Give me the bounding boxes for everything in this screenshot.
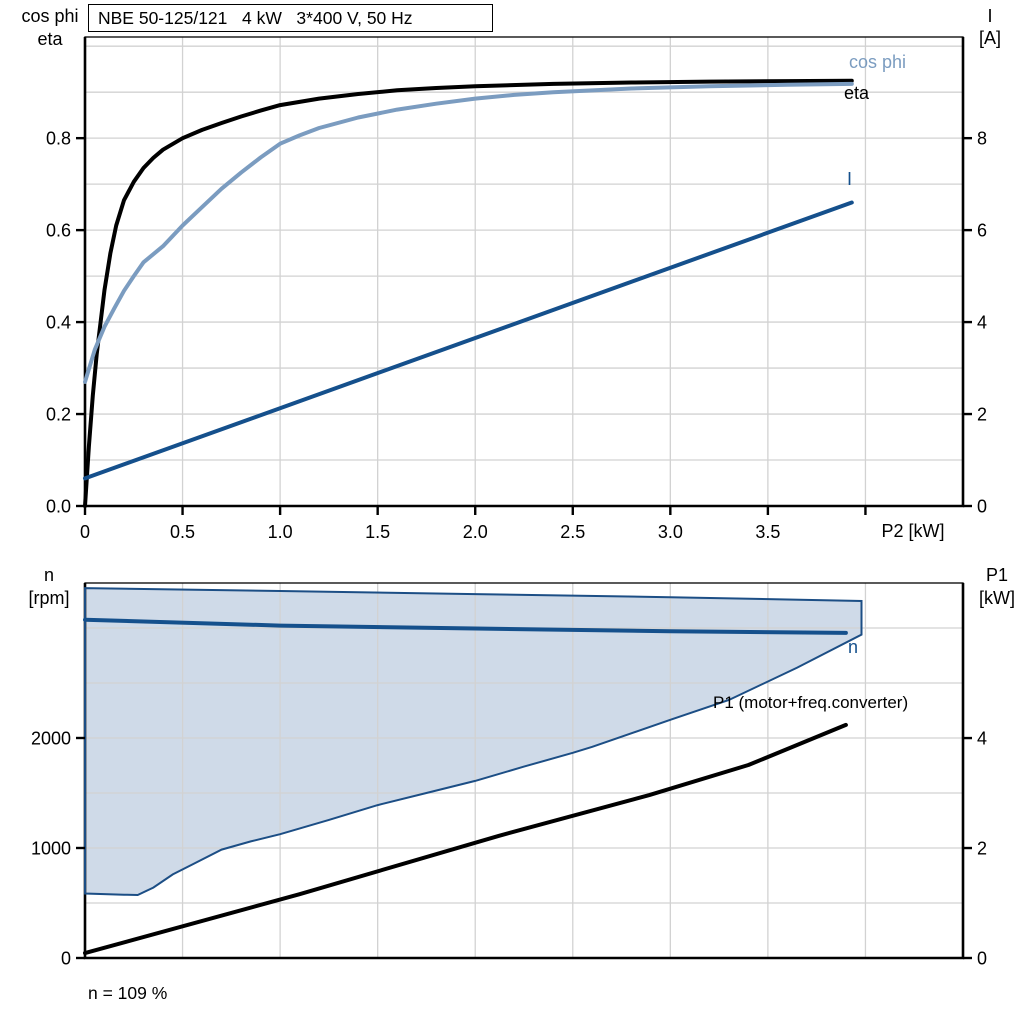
speed-range-band-fill <box>85 588 862 895</box>
top-left-axis-label-line1: cos phi <box>21 6 79 26</box>
chart-title-box: NBE 50-125/121 4 kW 3*400 V, 50 Hz <box>88 4 493 32</box>
left-tick-label: 0.2 <box>46 405 71 425</box>
right-tick-label: 8 <box>977 129 987 149</box>
cos-phi-curve-label: cos phi <box>849 52 907 72</box>
left-tick-label: 2000 <box>31 728 71 748</box>
axis-lines <box>83 37 965 508</box>
eta-curve-label: eta <box>844 83 870 103</box>
x-tick-label: 2.5 <box>560 522 585 542</box>
x-axis-title: P2 [kW] <box>881 521 945 541</box>
p1-curve-label: P1 (motor+freq.converter) <box>713 693 909 712</box>
current-curve-label: I <box>847 169 853 189</box>
x-tick-label: 3.0 <box>658 522 683 542</box>
left-tick-label: 1000 <box>31 838 71 858</box>
x-tick-label: 0.5 <box>170 522 195 542</box>
bottom-right-axis-label-line2: [kW] <box>979 588 1015 608</box>
series-i <box>83 200 854 481</box>
series-p1-motor-freq-converter- <box>83 722 848 956</box>
speed-range-band-outline <box>84 587 863 897</box>
x-tick-label: 3.5 <box>755 522 780 542</box>
series-cos-phi <box>83 81 854 384</box>
x-tick-label: 1.5 <box>365 522 390 542</box>
speed-curve-label: n <box>848 637 859 657</box>
left-tick-label: 0.0 <box>46 497 71 517</box>
plot-frame <box>84 36 964 507</box>
right-tick-label: 4 <box>977 313 987 333</box>
series-eta <box>83 78 854 508</box>
right-axis-label-line1: I <box>987 6 993 26</box>
x-tick-label: 2.0 <box>463 522 488 542</box>
series-n <box>83 617 848 635</box>
right-tick-label: 0 <box>977 497 987 517</box>
bottom-right-axis-label-line1: P1 <box>985 565 1009 585</box>
right-tick-label: 2 <box>977 839 987 859</box>
right-tick-label: 4 <box>977 729 987 749</box>
x-tick-label: 1.0 <box>268 522 293 542</box>
bottom-left-axis-label-line1: n <box>43 565 54 585</box>
right-axis-label-line2: [A] <box>978 28 1001 48</box>
right-tick-label: 2 <box>977 405 987 425</box>
right-tick-label: 0 <box>977 949 987 969</box>
speed-percent-annotation: n = 109 % <box>88 983 168 1003</box>
left-tick-label: 0.6 <box>46 221 71 241</box>
left-tick-label: 0.4 <box>46 313 71 333</box>
x-tick-label: 0 <box>80 522 90 542</box>
bottom-left-axis-label-line2: [rpm] <box>28 588 70 608</box>
left-tick-label: 0.8 <box>46 129 71 149</box>
left-tick-label: 0 <box>61 949 71 969</box>
top-left-axis-label-line2: eta <box>37 29 63 49</box>
right-tick-label: 6 <box>977 221 987 241</box>
